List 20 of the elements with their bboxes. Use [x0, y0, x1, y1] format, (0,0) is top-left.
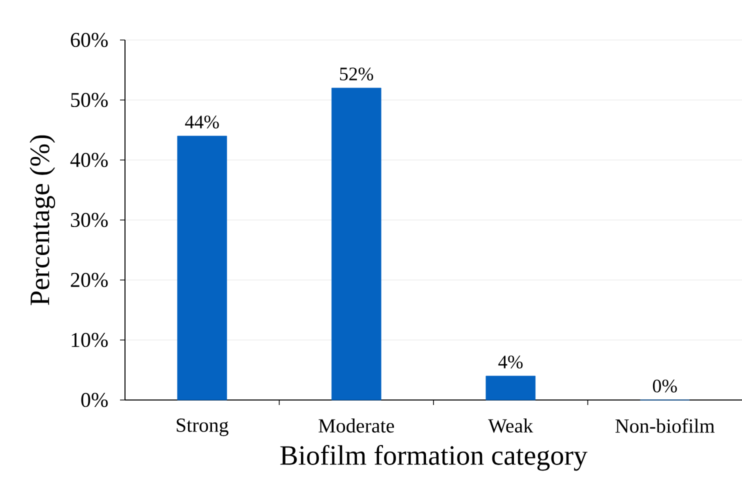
data-label: 0%: [652, 380, 677, 392]
bar: [177, 136, 228, 400]
y-axis-title: Percentage (%): [30, 135, 56, 306]
x-tick-label: Weak: [488, 418, 534, 433]
data-label: 44%: [185, 116, 219, 128]
x-tick-label: Moderate: [318, 418, 394, 433]
data-label: 52%: [340, 68, 374, 80]
y-tick-label: 20%: [70, 272, 108, 288]
y-tick-label: 50%: [71, 92, 108, 108]
y-tick-label: 10%: [72, 332, 108, 348]
y-tick-label: 0%: [81, 392, 108, 408]
y-tick-label: 60%: [70, 32, 108, 48]
bar: [331, 88, 382, 400]
bar: [486, 376, 536, 400]
x-tick-label: Strong: [176, 418, 228, 436]
y-tick-label: 30%: [70, 212, 108, 228]
x-tick-label: Non-biofilm: [615, 418, 715, 433]
data-label: 4%: [498, 356, 523, 368]
y-tick-label: 40%: [70, 152, 108, 168]
x-axis-title: Biofilm formation category: [280, 444, 588, 471]
